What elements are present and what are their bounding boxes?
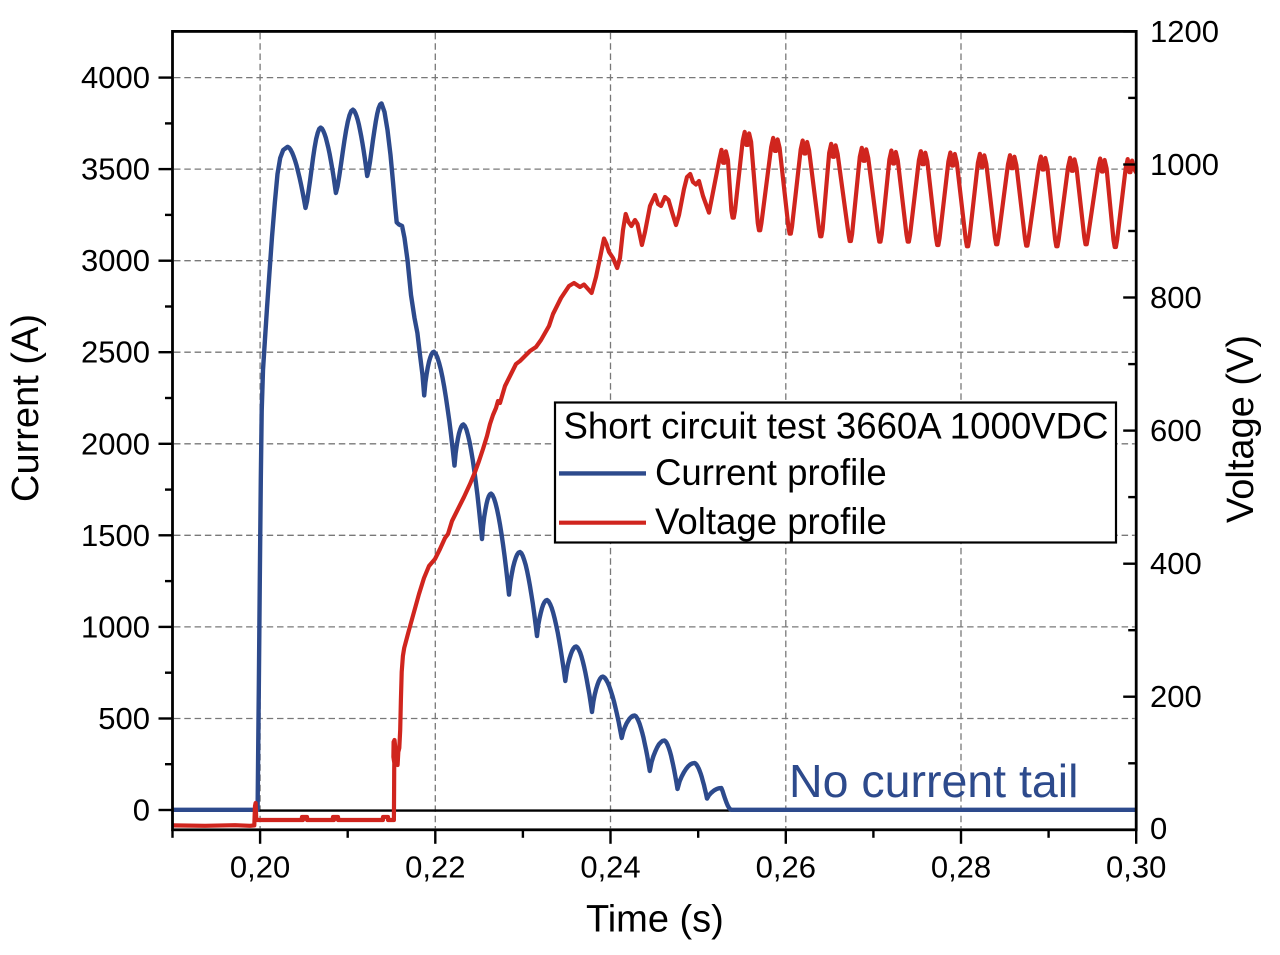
svg-text:Short circuit test 3660A 1000V: Short circuit test 3660A 1000VDC [564, 406, 1109, 447]
svg-text:1200: 1200 [1150, 14, 1219, 49]
svg-text:Voltage (V): Voltage (V) [1220, 335, 1262, 523]
svg-text:1000: 1000 [81, 609, 150, 644]
svg-text:2500: 2500 [81, 335, 150, 370]
svg-text:4000: 4000 [81, 60, 150, 95]
svg-text:0,24: 0,24 [580, 850, 640, 885]
svg-text:3000: 3000 [81, 243, 150, 278]
svg-text:0: 0 [1150, 811, 1167, 846]
svg-text:3500: 3500 [81, 152, 150, 187]
svg-text:0,20: 0,20 [230, 850, 290, 885]
svg-text:500: 500 [98, 701, 150, 736]
svg-text:Current (A): Current (A) [5, 314, 47, 502]
svg-text:1000: 1000 [1150, 147, 1219, 182]
svg-text:0: 0 [133, 793, 150, 828]
svg-text:2000: 2000 [81, 426, 150, 461]
svg-text:0,26: 0,26 [756, 850, 816, 885]
svg-text:Current profile: Current profile [655, 452, 887, 493]
svg-text:1500: 1500 [81, 518, 150, 553]
svg-text:800: 800 [1150, 280, 1202, 315]
svg-text:0,28: 0,28 [931, 850, 991, 885]
svg-text:600: 600 [1150, 413, 1202, 448]
svg-text:No current tail: No current tail [789, 755, 1078, 807]
svg-text:Voltage profile: Voltage profile [655, 501, 887, 542]
svg-text:Time (s): Time (s) [586, 899, 724, 941]
svg-text:200: 200 [1150, 679, 1202, 714]
svg-text:0,30: 0,30 [1106, 850, 1166, 885]
svg-text:0,22: 0,22 [405, 850, 465, 885]
svg-text:400: 400 [1150, 546, 1202, 581]
